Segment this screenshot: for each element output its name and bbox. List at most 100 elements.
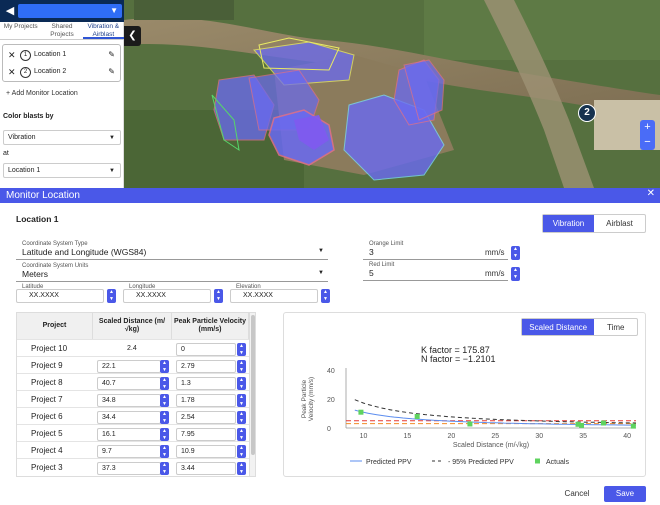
- color-by-value: Vibration: [8, 134, 36, 141]
- color-by-select[interactable]: Vibration ▼: [3, 130, 121, 145]
- red-limit-field[interactable]: Red Limit 5 mm/s ▲ ▼: [363, 262, 523, 282]
- chevron-down-icon: ▼: [318, 270, 324, 276]
- satellite-map[interactable]: [124, 0, 660, 188]
- scaled-distance-input[interactable]: 40.7: [97, 377, 161, 390]
- scaled-distance-stepper[interactable]: ▲ ▼: [160, 360, 169, 373]
- longitude-stepper[interactable]: ▲ ▼: [214, 289, 223, 303]
- longitude-field[interactable]: Longitude XX.XXXX ▲ ▼: [123, 284, 223, 304]
- table-row[interactable]: Project 7 34.8 ▲ ▼ 1.78 ▲ ▼: [17, 390, 249, 407]
- list-item[interactable]: ✕ 2 Location 2 ✎: [3, 64, 120, 80]
- ppv-input[interactable]: 10.9: [176, 445, 236, 458]
- tab-scaled-distance[interactable]: Scaled Distance: [522, 319, 595, 335]
- sidebar: ◀ ▼ My Projects Shared Projects Vibratio…: [0, 0, 124, 188]
- table-row[interactable]: Project 10 2.4 0 ▲ ▼: [17, 339, 249, 356]
- tab-vibration-airblast[interactable]: Vibration & Airblast: [82, 22, 124, 39]
- tab-airblast[interactable]: Airblast: [606, 219, 633, 228]
- elevation-input[interactable]: XX.XXXX: [230, 289, 318, 303]
- elevation-stepper[interactable]: ▲ ▼: [321, 289, 330, 303]
- pencil-icon[interactable]: ✎: [108, 67, 115, 76]
- table-row[interactable]: Project 5 16.1 ▲ ▼ 7.95 ▲ ▼: [17, 424, 249, 441]
- table-row[interactable]: Project 8 40.7 ▲ ▼ 1.3 ▲ ▼: [17, 373, 249, 390]
- ppv-input[interactable]: 2.79: [176, 360, 236, 373]
- back-arrow-icon[interactable]: ◀: [5, 5, 15, 17]
- scaled-distance-stepper[interactable]: ▲ ▼: [160, 377, 169, 390]
- project-selector[interactable]: ▼: [18, 4, 122, 18]
- red-limit-input[interactable]: 5: [363, 267, 508, 281]
- scaled-distance-input[interactable]: 16.1: [97, 428, 161, 441]
- table-row[interactable]: Project 9 22.1 ▲ ▼ 2.79 ▲ ▼: [17, 356, 249, 373]
- tab-my-projects[interactable]: My Projects: [3, 23, 38, 30]
- remove-icon[interactable]: ✕: [8, 50, 16, 60]
- table-row[interactable]: Project 6 34.4 ▲ ▼ 2.54 ▲ ▼: [17, 407, 249, 424]
- scaled-distance-input[interactable]: 34.4: [97, 411, 161, 424]
- location-list: ✕ 1 Location 1 ✎ ✕ 2 Location 2 ✎: [2, 44, 121, 82]
- latitude-input[interactable]: XX.XXXX: [16, 289, 104, 303]
- ppv-stepper[interactable]: ▲ ▼: [237, 411, 246, 424]
- zoom-in-button[interactable]: +: [644, 121, 651, 133]
- dialog-title: Monitor Location: [6, 190, 80, 201]
- scaled-distance-input[interactable]: 9.7: [97, 445, 161, 458]
- pencil-icon[interactable]: ✎: [108, 50, 115, 59]
- scaled-distance-stepper[interactable]: ▲ ▼: [160, 428, 169, 441]
- table-row[interactable]: Project 4 9.7 ▲ ▼ 10.9 ▲ ▼: [17, 441, 249, 458]
- zoom-controls: + −: [640, 120, 655, 150]
- save-button[interactable]: Save: [604, 486, 646, 502]
- coordinate-system-field[interactable]: Coordinate System Type Latitude and Long…: [16, 241, 328, 261]
- orange-limit-field[interactable]: Orange Limit 3 mm/s ▲ ▼: [363, 241, 523, 261]
- scaled-distance-stepper[interactable]: ▲ ▼: [160, 394, 169, 407]
- dialog-body: Location 1 Vibration Airblast Coordinate…: [0, 203, 660, 505]
- orange-limit-input[interactable]: 3: [363, 246, 508, 260]
- ppv-stepper[interactable]: ▲ ▼: [237, 343, 246, 356]
- cancel-button[interactable]: Cancel: [564, 489, 590, 498]
- ppv-stepper[interactable]: ▲ ▼: [237, 428, 246, 441]
- orange-limit-stepper[interactable]: ▲ ▼: [511, 246, 520, 260]
- scaled-distance-stepper[interactable]: ▲ ▼: [160, 411, 169, 424]
- map-marker[interactable]: 2: [578, 104, 596, 122]
- list-item[interactable]: ✕ 1 Location 1 ✎: [3, 47, 120, 63]
- zoom-out-button[interactable]: −: [644, 136, 651, 148]
- longitude-input[interactable]: XX.XXXX: [123, 289, 211, 303]
- y-axis-label: Peak ParticleVelocity (mm/s): [301, 377, 315, 421]
- x-tick-label: 20: [447, 433, 455, 440]
- ppv-input[interactable]: 1.78: [176, 394, 236, 407]
- tab-vibration[interactable]: Vibration: [543, 215, 594, 232]
- ppv-input[interactable]: 3.44: [176, 462, 236, 475]
- red-limit-stepper[interactable]: ▲ ▼: [511, 267, 520, 281]
- at-location-select[interactable]: Location 1 ▼: [3, 163, 121, 178]
- x-tick-label: 25: [491, 433, 499, 440]
- remove-icon[interactable]: ✕: [8, 67, 16, 77]
- scaled-distance-input[interactable]: 37.3: [97, 462, 161, 475]
- coordinate-units-field[interactable]: Coordinate System Units Meters ▼: [16, 263, 328, 283]
- scaled-distance-stepper[interactable]: ▲ ▼: [160, 462, 169, 475]
- latitude-stepper[interactable]: ▲ ▼: [107, 289, 116, 303]
- tab-time[interactable]: Time: [606, 323, 625, 332]
- close-icon[interactable]: ✕: [646, 188, 655, 199]
- ppv-input[interactable]: 2.54: [176, 411, 236, 424]
- ppv-stepper[interactable]: ▲ ▼: [237, 445, 246, 458]
- scaled-distance-input[interactable]: 34.8: [97, 394, 161, 407]
- project-name: Project 6: [31, 412, 63, 421]
- ppv-stepper[interactable]: ▲ ▼: [237, 377, 246, 390]
- ppv-input[interactable]: 0: [176, 343, 236, 356]
- scaled-distance-stepper[interactable]: ▲ ▼: [160, 445, 169, 458]
- scrollbar-thumb[interactable]: [251, 315, 255, 455]
- ppv-stepper[interactable]: ▲ ▼: [237, 360, 246, 373]
- red-limit-label: Red Limit: [369, 262, 395, 268]
- elevation-field[interactable]: Elevation XX.XXXX ▲ ▼: [230, 284, 330, 304]
- tab-shared-projects[interactable]: Shared Projects: [50, 23, 74, 38]
- table-row[interactable]: Project 3 37.3 ▲ ▼ 3.44 ▲ ▼: [17, 458, 249, 475]
- add-monitor-location-button[interactable]: + Add Monitor Location: [6, 90, 78, 97]
- latitude-field[interactable]: Latitude XX.XXXX ▲ ▼: [16, 284, 116, 304]
- ppv-input[interactable]: 7.95: [176, 428, 236, 441]
- table-scrollbar[interactable]: [249, 313, 255, 476]
- actual-point: [579, 422, 585, 428]
- ppv-stepper[interactable]: ▲ ▼: [237, 394, 246, 407]
- coordinate-units-select[interactable]: Meters: [16, 268, 328, 282]
- scaled-distance-input[interactable]: 22.1: [97, 360, 161, 373]
- ppv-stepper[interactable]: ▲ ▼: [237, 462, 246, 475]
- coordinate-system-select[interactable]: Latitude and Longitude (WGS84): [16, 246, 328, 260]
- chevron-down-icon: ▼: [110, 6, 118, 15]
- project-name: Project 3: [31, 463, 63, 472]
- collapse-sidebar-button[interactable]: ❮: [124, 26, 141, 46]
- ppv-input[interactable]: 1.3: [176, 377, 236, 390]
